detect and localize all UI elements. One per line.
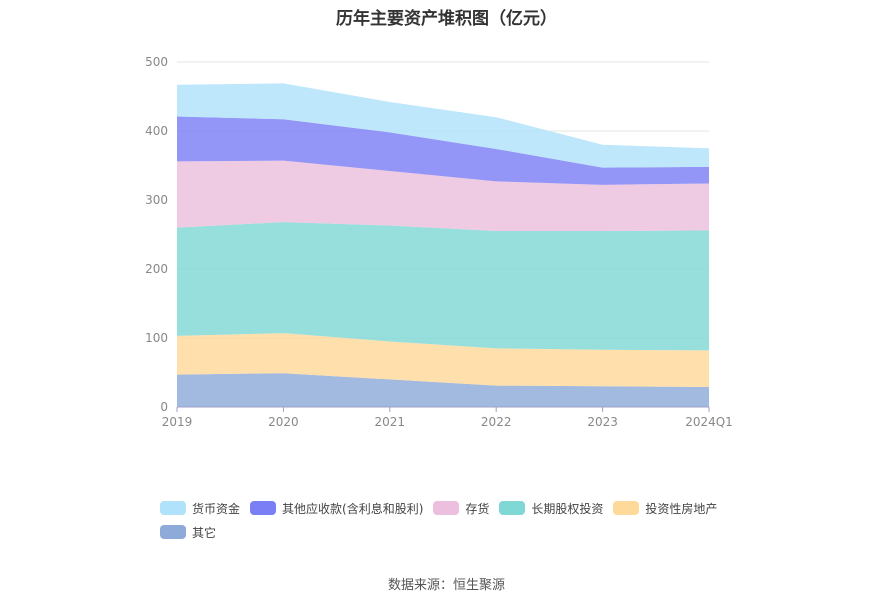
legend-label: 长期股权投资 xyxy=(531,501,604,516)
chart-title: 历年主要资产堆积图（亿元） xyxy=(336,9,557,29)
area-其他应收款(含利息和股利) xyxy=(177,116,709,185)
x-tick-label: 2023 xyxy=(587,415,618,429)
legend: 货币资金 其他应收款(含利息和股利) 存货 长期股权投资 投资性房地产 其它 xyxy=(160,496,760,544)
x-tick-label: 2020 xyxy=(268,415,299,429)
y-tick-label: 100 xyxy=(145,331,168,345)
area-投资性房地产 xyxy=(177,333,709,387)
legend-item[interactable]: 其它 xyxy=(160,524,216,541)
legend-swatch xyxy=(160,501,186,515)
legend-item[interactable]: 其他应收款(含利息和股利) xyxy=(250,500,423,517)
x-tick-label: 2022 xyxy=(481,415,512,429)
legend-label: 其他应收款(含利息和股利) xyxy=(282,501,424,516)
legend-label: 投资性房地产 xyxy=(645,501,718,516)
legend-swatch xyxy=(433,501,460,515)
legend-label: 货币资金 xyxy=(192,501,241,516)
stacked-area-chart: 0 100 200 300 400 500 2019 2020 2021 2022 2023 2024… xyxy=(145,55,733,429)
legend-label: 其它 xyxy=(192,525,217,540)
x-tick-label: 2019 xyxy=(162,415,193,429)
area-series xyxy=(177,83,709,407)
area-其它 xyxy=(177,373,709,407)
legend-row: 货币资金 其他应收款(含利息和股利) 存货 长期股权投资 投资性房地产 xyxy=(160,496,760,520)
legend-label: 存货 xyxy=(465,501,490,516)
legend-item[interactable]: 货币资金 xyxy=(160,500,240,517)
area-货币资金 xyxy=(177,83,709,168)
legend-swatch xyxy=(160,525,186,539)
area-存货 xyxy=(177,160,709,232)
source-note: 数据来源：恒生聚源 xyxy=(387,578,505,593)
y-tick-label: 300 xyxy=(145,193,168,207)
x-tick-label: 2024Q1 xyxy=(685,415,733,429)
y-tick-label: 0 xyxy=(160,400,168,414)
y-tick-label: 500 xyxy=(145,55,168,69)
legend-swatch xyxy=(613,501,640,515)
x-tick-label: 2021 xyxy=(375,415,406,429)
legend-item[interactable]: 长期股权投资 xyxy=(499,500,603,517)
y-tick-label: 400 xyxy=(145,124,168,138)
y-tick-label: 200 xyxy=(145,262,168,276)
legend-row: 其它 xyxy=(160,520,760,544)
legend-swatch xyxy=(250,501,277,515)
legend-item[interactable]: 投资性房地产 xyxy=(613,500,717,517)
axes: 0 100 200 300 400 500 2019 2020 2021 2022 2023 2024… xyxy=(145,55,733,429)
area-长期股权投资 xyxy=(177,222,709,351)
legend-item[interactable]: 存货 xyxy=(433,500,489,517)
legend-swatch xyxy=(499,501,526,515)
